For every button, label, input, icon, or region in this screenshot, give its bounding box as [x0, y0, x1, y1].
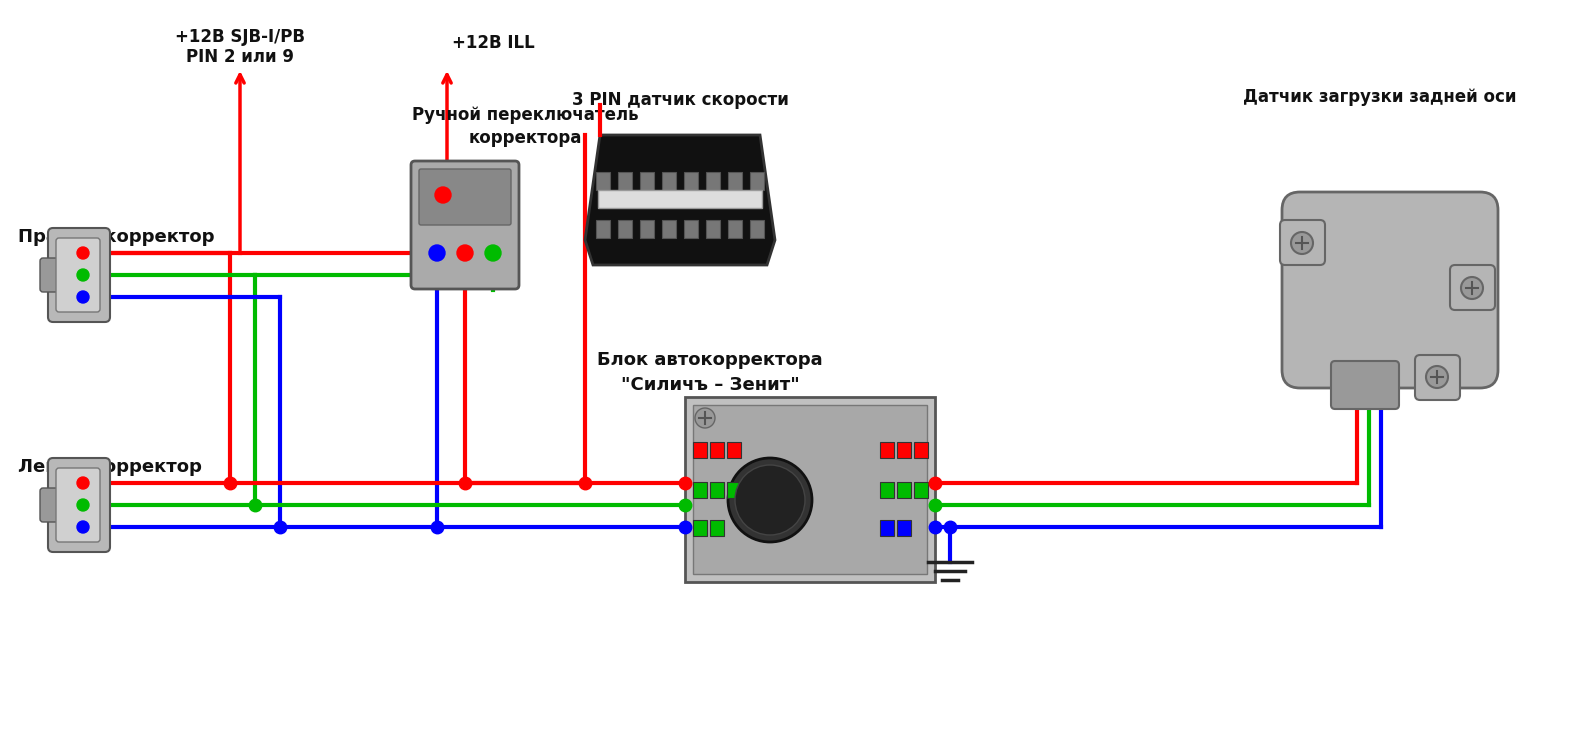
FancyBboxPatch shape [48, 458, 110, 552]
Circle shape [484, 245, 502, 261]
Circle shape [76, 521, 89, 533]
Bar [693, 481, 707, 498]
Circle shape [1461, 277, 1483, 299]
Text: "Силичъ – Зенит": "Силичъ – Зенит" [621, 376, 800, 394]
FancyBboxPatch shape [1415, 355, 1461, 400]
Circle shape [695, 408, 715, 428]
FancyBboxPatch shape [56, 468, 100, 542]
Bar [597, 190, 761, 208]
FancyBboxPatch shape [411, 161, 519, 289]
Text: Датчик загрузки задней оси: Датчик загрузки задней оси [1243, 88, 1517, 106]
FancyBboxPatch shape [40, 488, 61, 522]
Bar [596, 220, 610, 238]
Bar [618, 220, 632, 238]
Text: Блок автокорректора: Блок автокорректора [597, 351, 824, 369]
Circle shape [76, 247, 89, 259]
Polygon shape [585, 135, 776, 265]
Bar [706, 220, 720, 238]
Bar [726, 481, 741, 498]
Bar [663, 220, 675, 238]
FancyBboxPatch shape [1450, 265, 1494, 310]
Text: Правый корректор: Правый корректор [18, 228, 215, 246]
Bar [596, 172, 610, 190]
Bar [640, 172, 655, 190]
Bar [710, 442, 723, 457]
Bar [897, 442, 911, 457]
Bar [914, 481, 929, 498]
Circle shape [76, 291, 89, 303]
Bar [879, 481, 894, 498]
Bar [693, 442, 707, 457]
Circle shape [734, 465, 804, 535]
Circle shape [728, 458, 812, 542]
Bar [750, 172, 765, 190]
Bar [897, 481, 911, 498]
Bar [710, 481, 723, 498]
Bar [618, 172, 632, 190]
Circle shape [457, 245, 473, 261]
Circle shape [76, 269, 89, 281]
FancyBboxPatch shape [56, 238, 100, 312]
Text: корректора: корректора [468, 129, 581, 147]
Bar [914, 442, 929, 457]
FancyBboxPatch shape [48, 228, 110, 322]
Bar [683, 172, 698, 190]
Circle shape [1290, 232, 1313, 254]
Text: 3 PIN датчик скорости: 3 PIN датчик скорости [572, 91, 789, 109]
Circle shape [76, 477, 89, 489]
Bar [728, 220, 742, 238]
FancyBboxPatch shape [1281, 220, 1325, 265]
Bar [897, 519, 911, 536]
Bar [879, 442, 894, 457]
FancyBboxPatch shape [1332, 361, 1399, 409]
Text: Левый корректор: Левый корректор [18, 458, 202, 476]
Bar [640, 220, 655, 238]
Circle shape [429, 245, 444, 261]
Bar [693, 405, 927, 574]
Text: +12В SJB-I/PB: +12В SJB-I/PB [175, 28, 304, 46]
Text: Ручной переключатель: Ручной переключатель [411, 106, 639, 124]
Bar [750, 220, 765, 238]
Circle shape [1426, 366, 1448, 388]
Bar [706, 172, 720, 190]
Text: PIN 2 или 9: PIN 2 или 9 [186, 48, 295, 66]
FancyBboxPatch shape [1282, 192, 1497, 388]
Circle shape [76, 499, 89, 511]
Text: +12В ILL: +12В ILL [452, 34, 535, 52]
Bar [693, 519, 707, 536]
Bar [879, 519, 894, 536]
Bar [683, 220, 698, 238]
Bar [663, 172, 675, 190]
Bar [726, 442, 741, 457]
Bar [685, 397, 935, 582]
Circle shape [435, 187, 451, 203]
Bar [728, 172, 742, 190]
Bar [710, 519, 723, 536]
FancyBboxPatch shape [419, 169, 511, 225]
FancyBboxPatch shape [40, 258, 61, 292]
